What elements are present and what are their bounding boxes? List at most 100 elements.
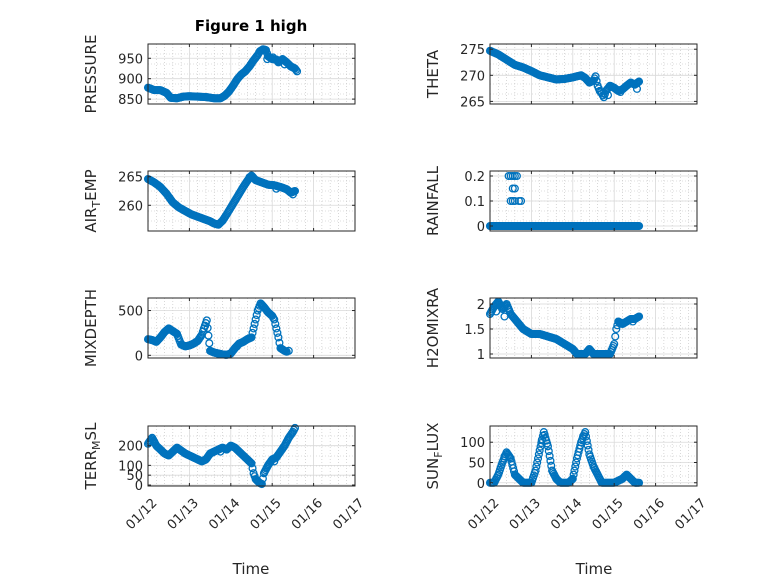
y-tick-label: 50 xyxy=(468,456,485,471)
data-point xyxy=(533,458,542,467)
y-tick-label: 0 xyxy=(477,220,485,235)
data-point xyxy=(248,464,257,473)
data-point xyxy=(251,315,260,324)
data-point xyxy=(571,462,580,471)
data-point xyxy=(611,332,620,341)
data-point xyxy=(280,60,289,69)
data-point xyxy=(603,91,613,100)
data-point xyxy=(577,349,586,359)
y-tick-label: 1.5 xyxy=(464,323,485,338)
subplot-air-temp: 260 265 AIRTEMP xyxy=(82,169,356,233)
subplot-rainfall: 0 0.1 0.2 RAINFALL xyxy=(424,165,698,236)
data-point xyxy=(531,466,540,475)
data-point xyxy=(570,466,579,475)
data-point xyxy=(591,72,600,81)
data-point xyxy=(532,462,541,471)
data-point xyxy=(510,184,519,193)
data-point xyxy=(248,328,257,337)
subplot-h2omixra: 1 1.5 2 H2OMIXRA xyxy=(424,287,698,368)
y-tick-label: 265 xyxy=(118,171,143,186)
data-point xyxy=(272,324,281,333)
y-tick-label: 1 xyxy=(477,348,485,363)
data-point xyxy=(284,346,293,355)
x-tick-label: 01/17 xyxy=(330,496,367,533)
y-tick-label: 275 xyxy=(460,43,485,58)
data-point xyxy=(545,451,554,461)
y-axis-label: TERRMSL xyxy=(82,422,103,491)
data-point xyxy=(274,333,283,342)
x-axis-label-right: Time xyxy=(575,560,613,578)
data-point xyxy=(535,446,544,455)
y-tick-label: 900 xyxy=(118,73,143,88)
x-tick-label: 01/15 xyxy=(248,496,285,533)
y-axis-label: THETA xyxy=(424,49,442,99)
x-tick-label: 01/16 xyxy=(631,496,668,533)
data-point xyxy=(537,436,546,445)
data-point xyxy=(505,453,514,462)
y-tick-label: 100 xyxy=(118,459,143,474)
y-tick-label: 0.1 xyxy=(464,195,485,210)
data-point xyxy=(567,475,577,484)
y-tick-label: 0 xyxy=(135,479,143,494)
data-point xyxy=(270,457,279,466)
data-point xyxy=(572,458,581,467)
data-point xyxy=(268,53,278,62)
x-tick-label: 01/13 xyxy=(165,496,202,533)
data-point xyxy=(512,171,521,181)
axes-box xyxy=(147,297,356,359)
data-point xyxy=(244,456,254,466)
x-tick-label: 01/17 xyxy=(672,496,709,533)
axes-box xyxy=(489,425,698,487)
data-point xyxy=(150,437,159,446)
data-point xyxy=(569,470,578,479)
x-tick-label: 01/12 xyxy=(465,496,502,533)
data-point xyxy=(216,447,225,456)
data-point xyxy=(232,342,242,351)
data-point xyxy=(271,319,280,329)
data-point xyxy=(546,456,555,465)
data-point xyxy=(247,459,256,468)
x-tick-label: 01/15 xyxy=(590,496,627,533)
y-axis-label: RAINFALL xyxy=(424,165,442,236)
data-point xyxy=(544,447,553,456)
data-point xyxy=(205,339,214,348)
data-point xyxy=(516,196,526,206)
data-point xyxy=(581,432,591,441)
data-point xyxy=(620,472,629,481)
data-point xyxy=(533,454,543,463)
y-axis-label: SUNFLUX xyxy=(424,423,445,490)
x-tick-label: 01/16 xyxy=(289,496,326,533)
data-point xyxy=(634,312,644,321)
subplot-theta: 265 270 275 THETA xyxy=(424,43,698,110)
y-axis-label: MIXDEPTH xyxy=(82,289,100,367)
data-point xyxy=(292,67,302,76)
subplot-pressure: 850 900 950 PRESSURE xyxy=(82,35,356,114)
y-axis-label: AIRTEMP xyxy=(82,169,103,232)
data-point xyxy=(203,323,212,333)
subplot-mixdepth: 0 500 MIXDEPTH xyxy=(82,289,356,367)
y-tick-label: 2 xyxy=(477,298,485,313)
data-point xyxy=(610,339,619,349)
axes-box xyxy=(489,297,698,359)
y-tick-label: 500 xyxy=(118,305,143,320)
data-point xyxy=(272,184,281,193)
data-point xyxy=(288,190,297,199)
y-tick-label: 270 xyxy=(460,69,485,84)
data-point xyxy=(632,84,642,93)
y-axis-label: PRESSURE xyxy=(82,35,100,114)
y-tick-label: 200 xyxy=(118,440,143,455)
data-point xyxy=(201,321,210,330)
data-point xyxy=(291,65,301,74)
data-point xyxy=(592,76,601,86)
data-point xyxy=(253,477,262,486)
y-tick-label: 0.2 xyxy=(464,170,485,185)
plot-area xyxy=(148,298,355,358)
subplot-sun-flux: 0 50 100 SUNFLUX 01/12 01/13 01/14 01/15 01/16 01… xyxy=(424,423,709,533)
data-point xyxy=(628,317,637,326)
x-tick-label: 01/13 xyxy=(507,496,544,533)
data-point xyxy=(290,423,300,433)
figure-title: Figure 1 high xyxy=(195,17,308,35)
data-point xyxy=(583,441,592,450)
